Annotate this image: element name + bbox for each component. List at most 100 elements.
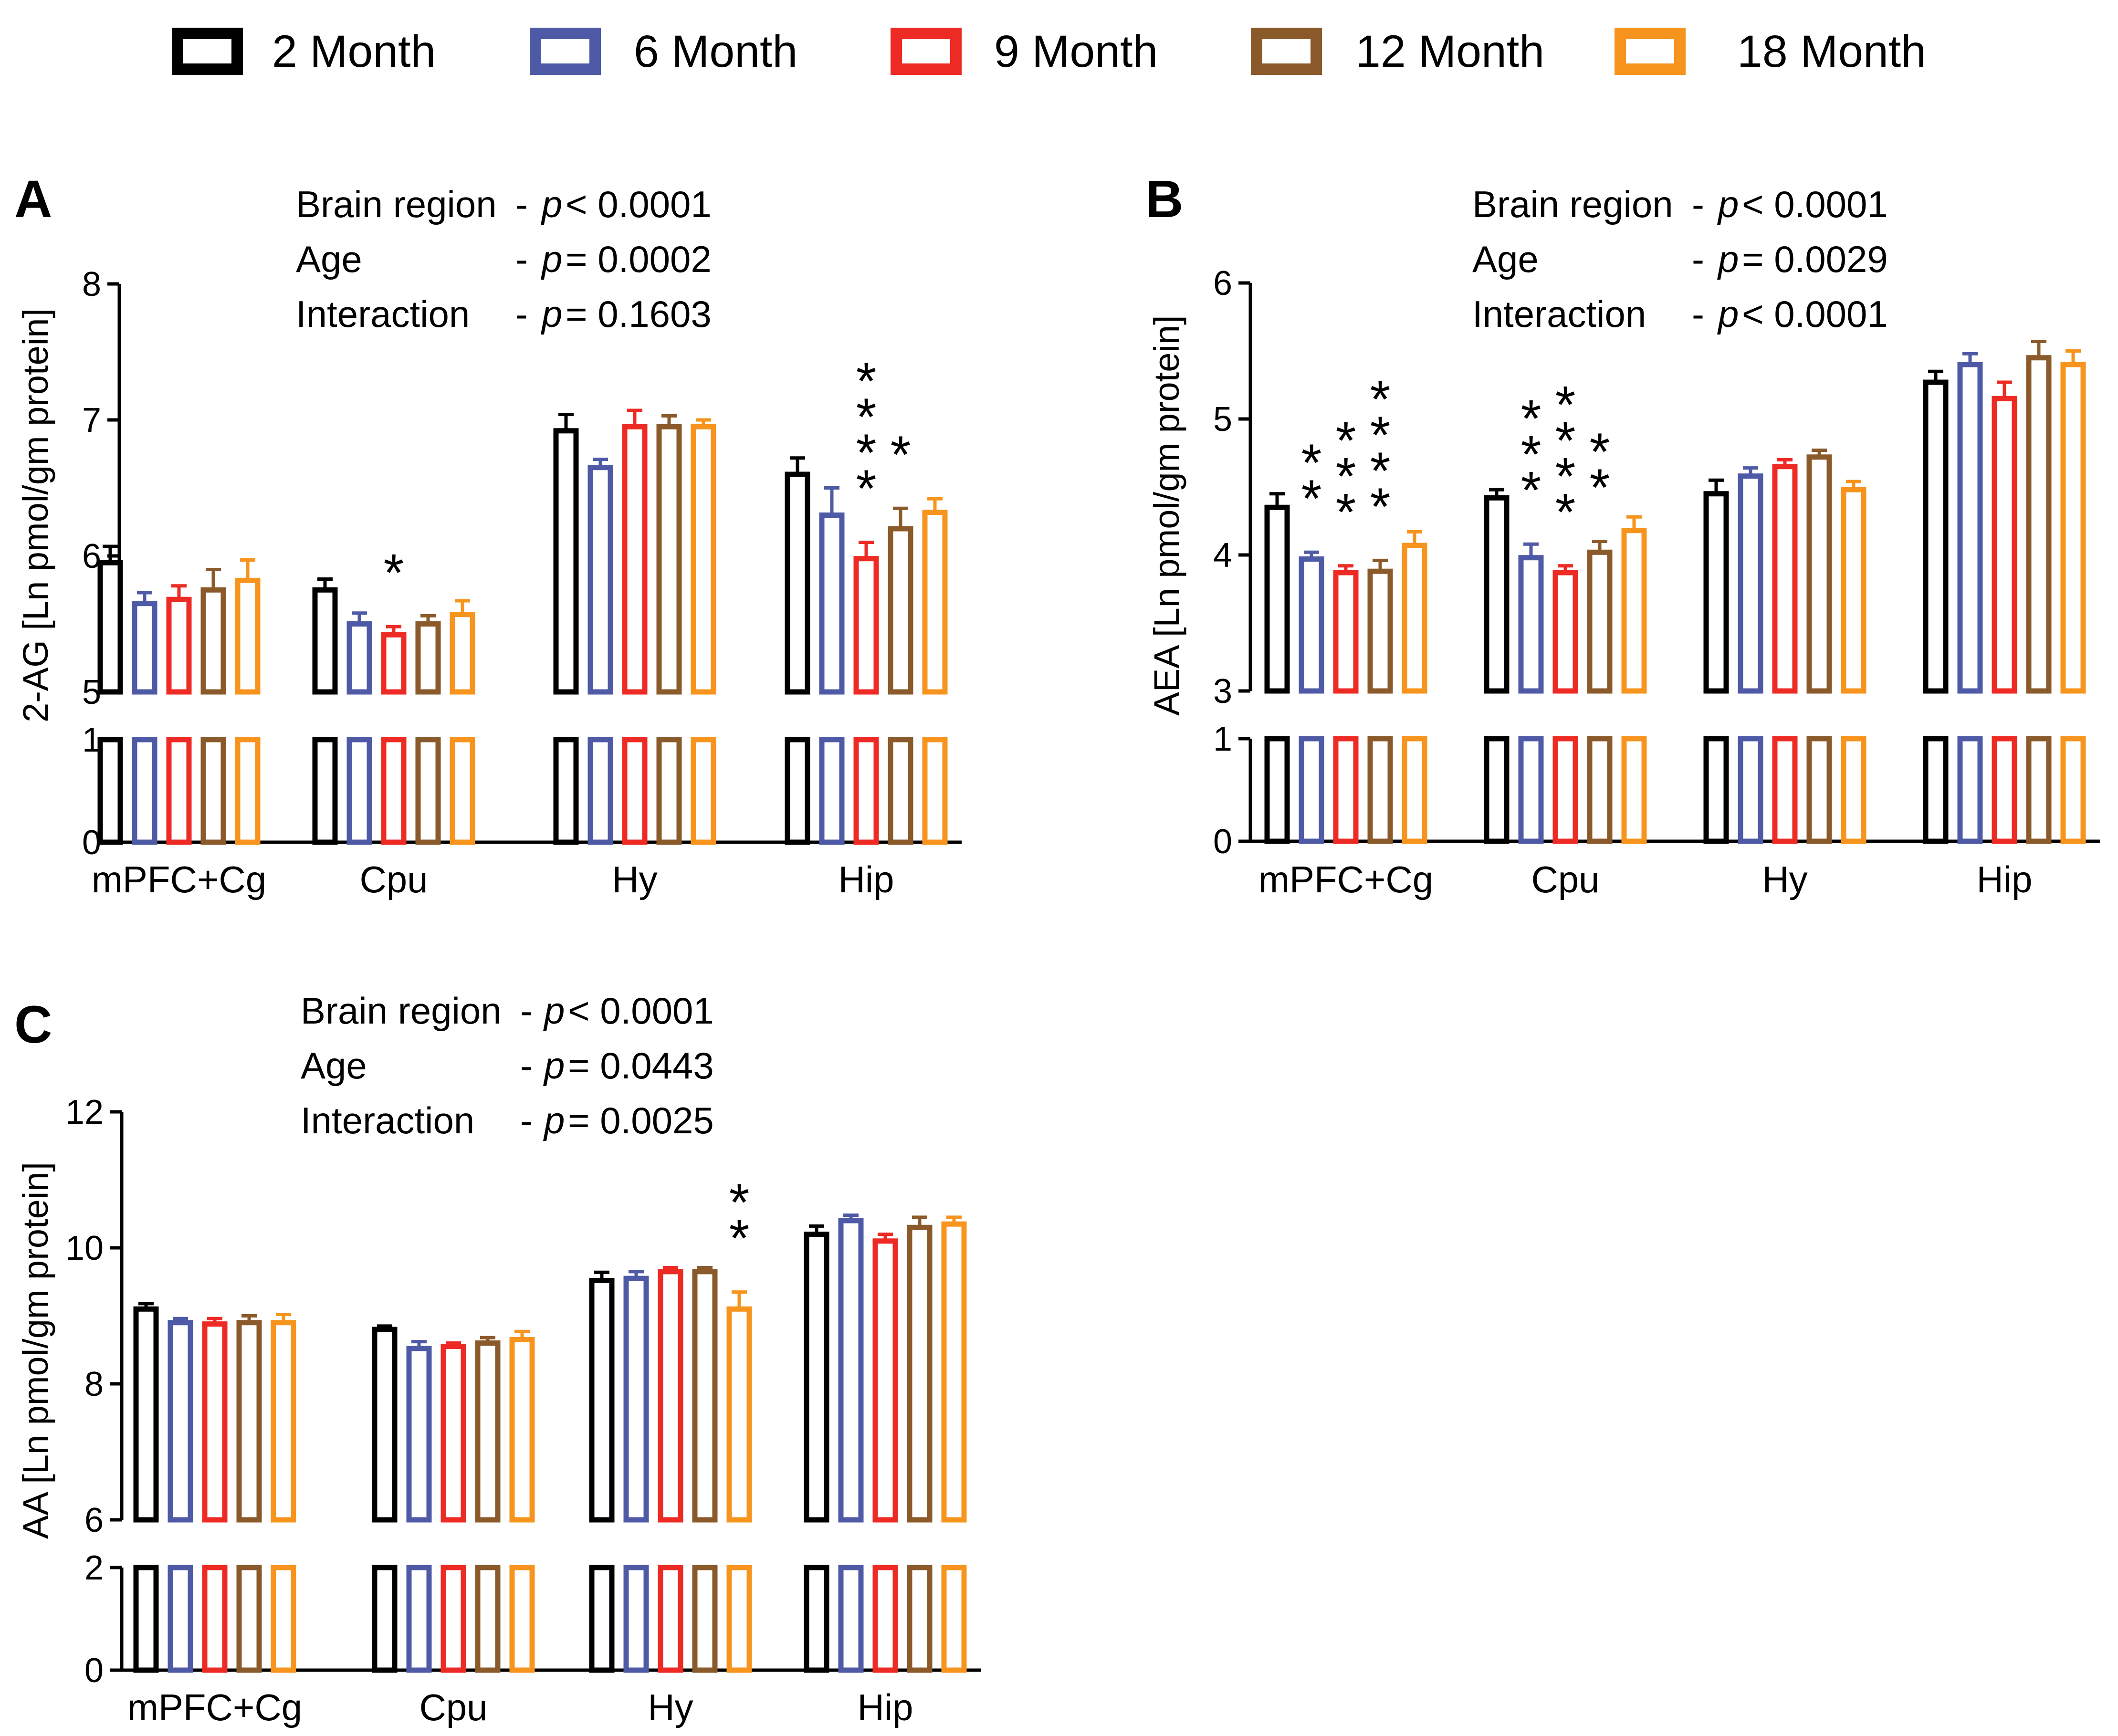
stat-symbol-age-a: p: [541, 238, 562, 280]
panel-b-y-tick-label-lower-1: 1: [1213, 720, 1232, 758]
panel-c-bar-hip-18-month: [941, 1221, 967, 1523]
panel-b-bar-lower-mpfc-cg-12-month: [1367, 736, 1393, 844]
panel-a-bar-hip-6-month: [819, 512, 845, 695]
panel-b-bar-lower-hy-18-month: [1841, 736, 1866, 844]
panel-b-bar-mpfc-cg-2-month: [1264, 504, 1290, 694]
panel-a-bar-hip-18-month: [922, 510, 948, 695]
stat-label-age-a: Age: [296, 238, 362, 280]
panel-a-category-label-hip: Hip: [838, 858, 894, 900]
panel-a: A 2-AG [Ln pmol/gm protein] Brain region…: [14, 170, 962, 900]
panel-a-bar-cpu-2-month: [312, 587, 338, 695]
stat-label-brain-region-b: Brain region: [1472, 183, 1673, 225]
stat-label-interaction-c: Interaction: [301, 1099, 474, 1141]
panel-b-y-tick-label-upper-6: 6: [1213, 264, 1232, 303]
panel-letter-c: C: [14, 995, 52, 1054]
panel-c-bar-mpfc-cg-18-month: [271, 1320, 296, 1523]
panel-b-bar-hy-9-month: [1772, 464, 1798, 694]
panel-a-bar-lower-hip-9-month: [853, 737, 879, 845]
panel-letter-b: B: [1145, 170, 1183, 229]
panel-b-significance-mpfc-cg-12-month-0: *: [1370, 370, 1391, 429]
panel-b-bar-lower-mpfc-cg-6-month: [1299, 736, 1324, 844]
panel-c-significance-hy-18-month-0: *: [729, 1173, 750, 1232]
panel-a-bar-mpfc-cg-2-month: [97, 560, 123, 695]
panel-c-category-label-hy: Hy: [648, 1686, 693, 1728]
panel-a-bar-lower-cpu-18-month: [450, 737, 475, 845]
panel-b-category-label-mpfc-cg: mPFC+Cg: [1258, 858, 1433, 900]
panel-b-y-tick-label-upper-5: 5: [1213, 400, 1232, 439]
panel-b-bar-hip-9-month: [1992, 396, 2017, 694]
stat-value-brain-region-c: < 0.0001: [568, 990, 714, 1032]
panel-c-y-tick-label-lower-0: 0: [84, 1652, 104, 1690]
panel-a-bar-lower-hy-2-month: [553, 737, 579, 845]
panel-b: B AEA [Ln pmol/gm protein] Brain region …: [1145, 170, 2100, 900]
stat-dash-age-a: -: [515, 238, 528, 280]
stat-value-interaction-a: = 0.1603: [566, 293, 712, 335]
panel-b-bar-hy-18-month: [1841, 487, 1866, 694]
panel-a-bar-lower-hy-9-month: [622, 737, 648, 845]
panel-a-bar-lower-cpu-2-month: [312, 737, 338, 845]
panel-c-bar-cpu-12-month: [475, 1340, 501, 1523]
panel-c-y-tick-label-upper-10: 10: [65, 1229, 104, 1267]
panel-a-bar-lower-hy-18-month: [691, 737, 716, 845]
panel-a-bar-mpfc-cg-18-month: [235, 577, 261, 695]
panel-a-bar-cpu-18-month: [450, 612, 475, 695]
panel-c-bar-lower-hy-2-month: [589, 1565, 615, 1673]
panel-c-y-tick-label-lower-2: 2: [84, 1549, 104, 1587]
legend-item-18-month: 18 Month: [1615, 26, 1926, 77]
panel-c-bar-hy-9-month: [658, 1269, 683, 1523]
stat-dash-brain-region-c: -: [520, 990, 533, 1032]
legend-label-2-month: 2 Month: [272, 26, 436, 77]
panel-a-category-label-hy: Hy: [612, 858, 657, 900]
panel-a-bar-lower-hip-2-month: [785, 737, 810, 845]
stat-value-age-a: = 0.0002: [566, 238, 712, 280]
panel-c-bar-hy-12-month: [692, 1269, 718, 1523]
panel-c-bar-lower-mpfc-cg-18-month: [271, 1565, 296, 1673]
panel-a-bar-lower-hy-12-month: [656, 737, 682, 845]
panel-c-bar-mpfc-cg-12-month: [236, 1320, 262, 1523]
stat-value-brain-region-a: < 0.0001: [566, 183, 712, 225]
legend-swatch-9-month: [891, 28, 962, 75]
panel-a-bar-lower-hip-18-month: [922, 737, 948, 845]
stat-dash-interaction-a: -: [515, 293, 528, 335]
panel-c-bar-lower-hip-12-month: [907, 1565, 933, 1673]
panel-a-bar-mpfc-cg-6-month: [132, 601, 157, 695]
panel-c-bar-cpu-9-month: [440, 1344, 466, 1523]
panel-a-bar-hy-2-month: [553, 428, 579, 695]
panel-b-bar-lower-cpu-9-month: [1552, 736, 1578, 844]
panel-a-significance-hip-9-month-3: *: [856, 460, 877, 518]
panel-b-significance-mpfc-cg-9-month-0: *: [1336, 411, 1356, 470]
panel-b-category-label-hy: Hy: [1762, 858, 1807, 900]
stat-symbol-interaction-a: p: [541, 293, 562, 335]
stat-symbol-brain-region-b: p: [1717, 183, 1739, 225]
panel-a-bar-hy-9-month: [622, 424, 648, 695]
panel-c-bar-hy-18-month: [726, 1306, 752, 1523]
panel-a-bar-hip-9-month: [853, 556, 879, 695]
panel-c-bar-lower-mpfc-cg-2-month: [133, 1565, 159, 1673]
panel-c-bar-lower-cpu-18-month: [509, 1565, 535, 1673]
panel-b-bar-lower-cpu-18-month: [1621, 736, 1647, 844]
stat-symbol-brain-region-c: p: [543, 990, 565, 1032]
stat-symbol-interaction-b: p: [1717, 293, 1739, 335]
panel-b-bar-mpfc-cg-12-month: [1367, 568, 1393, 694]
panel-b-significance-cpu-9-month-0: *: [1555, 376, 1576, 434]
stat-label-brain-region-c: Brain region: [301, 990, 502, 1032]
panel-b-bar-cpu-9-month: [1552, 570, 1578, 694]
panel-c-bar-hy-6-month: [623, 1276, 649, 1523]
panel-b-significance-cpu-9-month-2: *: [1555, 447, 1576, 506]
panel-c-bar-lower-hip-2-month: [804, 1565, 829, 1673]
stat-label-age-b: Age: [1472, 238, 1539, 280]
panel-a-bar-lower-mpfc-cg-18-month: [235, 737, 261, 845]
legend: 2 Month 6 Month 9 Month 12 Month 18 Mont…: [172, 26, 1926, 77]
panel-c-y-tick-label-upper-6: 6: [84, 1501, 104, 1539]
stat-value-age-b: = 0.0029: [1742, 238, 1888, 280]
panel-c-bar-lower-hip-18-month: [941, 1565, 967, 1673]
panel-a-bar-lower-cpu-6-month: [346, 737, 372, 845]
legend-swatch-6-month: [530, 28, 601, 75]
legend-item-6-month: 6 Month: [530, 26, 797, 77]
panel-b-significance-mpfc-cg-9-month-2: *: [1336, 483, 1356, 542]
panel-b-bar-cpu-2-month: [1484, 495, 1510, 694]
panel-c-significance-hy-18-month-1: *: [729, 1209, 750, 1268]
panel-c-bar-lower-mpfc-cg-9-month: [202, 1565, 228, 1673]
panel-b-significance-mpfc-cg-12-month-1: *: [1370, 406, 1391, 464]
